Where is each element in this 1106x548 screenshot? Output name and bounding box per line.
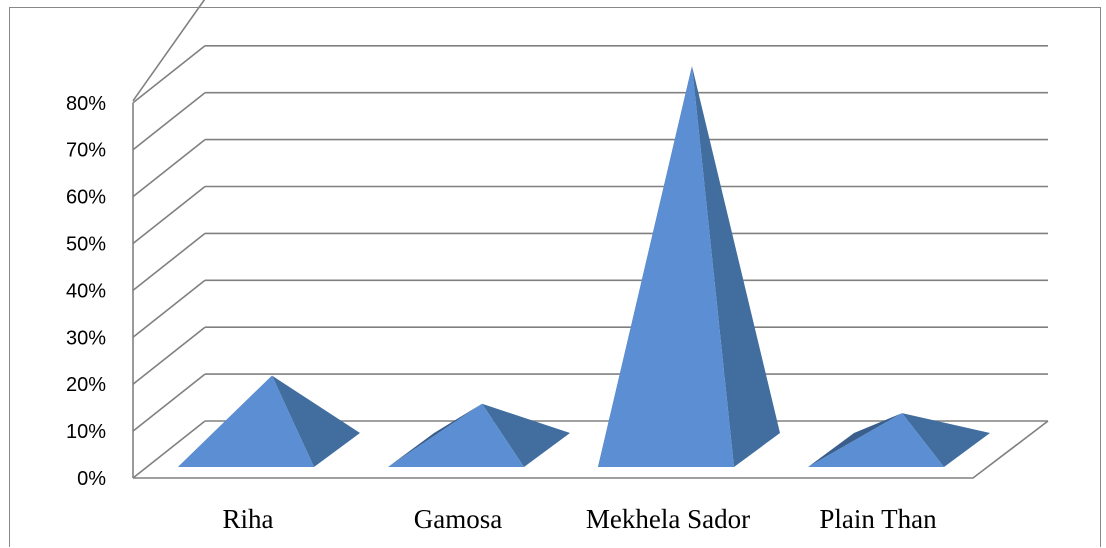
pyramid-face-right: [902, 413, 990, 467]
y-tick-label: 0%: [77, 468, 106, 490]
y-tick-label: 20%: [66, 374, 106, 396]
chart-frame: [9, 7, 1101, 547]
x-tick-label: Mekhela Sador: [586, 504, 750, 534]
gridline-side: [132, 45, 206, 104]
gridline-side: [132, 185, 206, 245]
y-tick-label: 80%: [66, 93, 106, 115]
pyramid-face-back: [388, 403, 482, 467]
gridline-side: [132, 420, 206, 479]
pyramid-bars: [178, 66, 990, 468]
pyramid-face-right: [482, 403, 570, 467]
pyramid-face-right: [692, 66, 780, 468]
pyramid-face-back: [808, 413, 902, 467]
pyramid-face-front: [808, 413, 944, 467]
gridline-side: [132, 232, 206, 292]
pyramid-mekhela-sador: [598, 66, 780, 468]
x-axis-labels: Riha Gamosa Mekhela Sador Plain Than: [223, 504, 938, 534]
y-tick-label: 70%: [66, 140, 106, 162]
gridline-side: [132, 279, 206, 338]
pyramid-riha: [178, 375, 360, 467]
gridline-side: [132, 92, 206, 151]
y-axis-ticks: 0% 10% 20% 30% 40% 50% 60% 70% 80%: [66, 93, 106, 490]
pyramid-face-front: [178, 375, 314, 467]
gridline-side: [132, 326, 206, 385]
x-tick-label: Gamosa: [414, 504, 502, 534]
y-tick-label: 50%: [66, 234, 106, 256]
y-tick-label: 60%: [66, 187, 106, 209]
x-tick-label: Riha: [223, 504, 274, 534]
y-tick-label: 30%: [66, 327, 106, 349]
gridline-side: [132, 0, 206, 102]
floor-edge: [133, 420, 1049, 479]
pyramid-gamosa: [388, 403, 570, 467]
pyramid-face-front: [388, 403, 524, 467]
gridline-side: [132, 138, 206, 198]
gridline-side: [132, 373, 206, 432]
pyramid-face-front: [598, 66, 734, 468]
pyramid-face-right: [272, 375, 360, 467]
y-tick-label: 10%: [66, 421, 106, 443]
x-tick-label: Plain Than: [819, 504, 937, 534]
pyramid-plain-than: [808, 413, 990, 467]
y-tick-label: 40%: [66, 280, 106, 302]
